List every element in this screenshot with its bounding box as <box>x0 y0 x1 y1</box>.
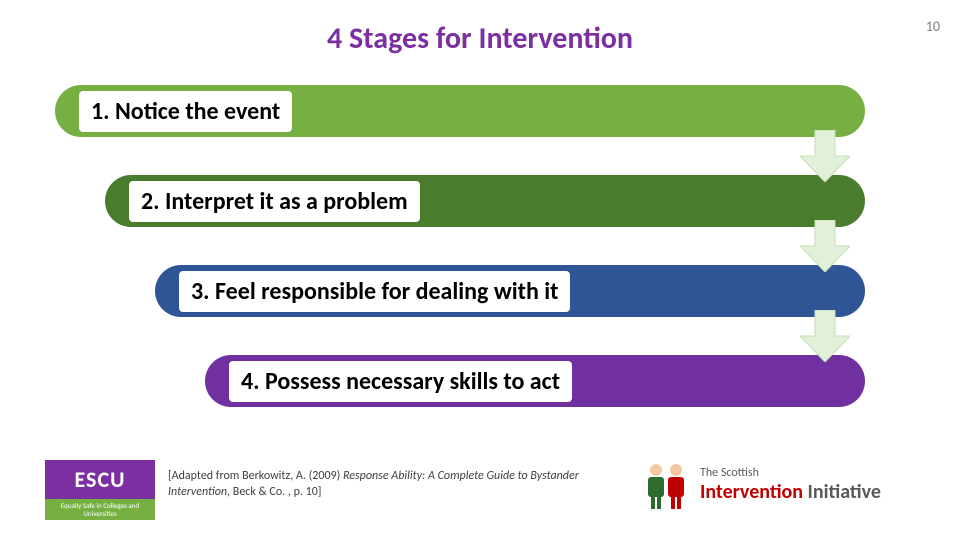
down-arrow-2 <box>800 220 850 272</box>
stage-3-bar: 3. Feel responsible for dealing with it <box>155 265 865 317</box>
page-number: 10 <box>926 18 940 35</box>
stage-2-label: 2. Interpret it as a problem <box>129 181 420 222</box>
stage-4-bar: 4. Possess necessary skills to act <box>205 355 865 407</box>
sii-line2-a: Intervention <box>700 480 803 504</box>
sii-line2-b: Initiative <box>803 480 881 504</box>
escu-logo-main: ESCU <box>45 460 155 499</box>
sii-line2: Intervention Initiative <box>700 480 881 504</box>
citation-text: [Adapted from Berkowitz, A. (2009) Respo… <box>168 468 608 500</box>
down-arrow-1 <box>800 130 850 182</box>
stage-1-label: 1. Notice the event <box>79 91 292 132</box>
sii-logo-text: The Scottish Intervention Initiative <box>700 466 881 504</box>
people-icon <box>640 460 692 510</box>
escu-logo: ESCU Equally Safe in Colleges and Univer… <box>45 460 155 520</box>
sii-line1: The Scottish <box>700 466 881 480</box>
sii-logo: The Scottish Intervention Initiative <box>640 460 881 510</box>
stage-3-label: 3. Feel responsible for dealing with it <box>179 271 570 312</box>
stage-2-bar: 2. Interpret it as a problem <box>105 175 865 227</box>
slide-root: 4 Stages for Intervention 10 1. Notice t… <box>0 0 960 540</box>
down-arrow-3 <box>800 310 850 362</box>
escu-logo-sub: Equally Safe in Colleges and Universitie… <box>45 499 155 520</box>
stage-1-bar: 1. Notice the event <box>55 85 865 137</box>
slide-title: 4 Stages for Intervention <box>0 20 960 57</box>
stage-4-label: 4. Possess necessary skills to act <box>229 361 572 402</box>
